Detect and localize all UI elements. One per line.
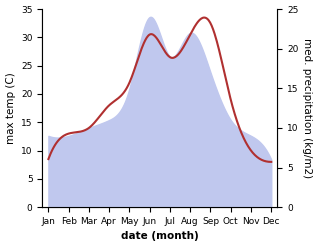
Y-axis label: max temp (C): max temp (C) [5, 72, 16, 144]
X-axis label: date (month): date (month) [121, 231, 199, 242]
Y-axis label: med. precipitation (kg/m2): med. precipitation (kg/m2) [302, 38, 313, 178]
